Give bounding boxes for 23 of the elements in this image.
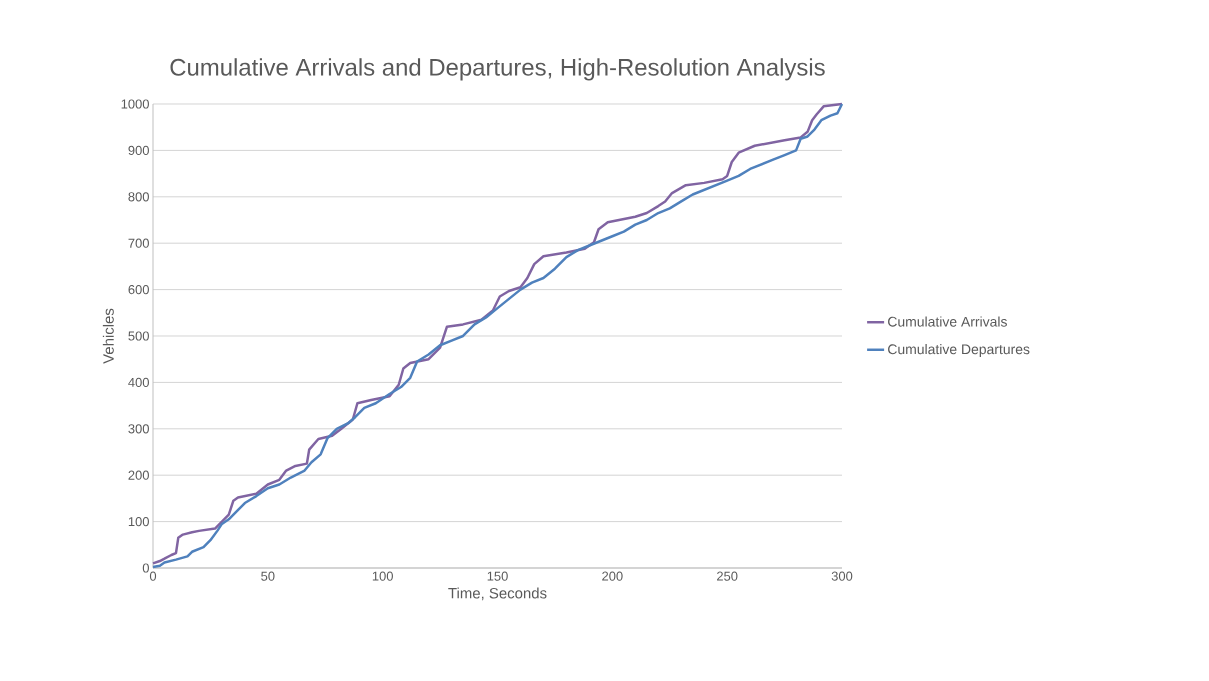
y-tick-label: 0 [142, 563, 149, 573]
y-tick-label: 400 [128, 377, 149, 387]
x-tick-label: 100 [372, 571, 393, 581]
y-tick-label: 1000 [121, 99, 149, 109]
x-axis-title: Time, Seconds [448, 587, 547, 601]
y-axis-title: Vehicles [102, 308, 114, 364]
x-tick-label: 0 [149, 571, 157, 581]
y-tick-label: 300 [128, 424, 149, 434]
chart-title: Cumulative Arrivals and Departures, High-Resolution Analysis [170, 58, 825, 81]
y-tick-label: 500 [128, 331, 149, 341]
y-tick-label: 100 [128, 517, 149, 527]
x-tick-label: 50 [261, 571, 275, 581]
y-tick-label: 800 [128, 192, 149, 202]
x-tick-label: 150 [487, 571, 508, 581]
y-tick-label: 200 [128, 470, 149, 480]
x-tick-label: 250 [717, 571, 738, 581]
y-tick-label: 900 [128, 145, 149, 155]
legend-label: Cumulative Departures [888, 343, 1030, 357]
x-tick-label: 300 [831, 571, 853, 581]
legend-label: Cumulative Arrivals [888, 316, 1007, 327]
y-tick-label: 600 [128, 285, 149, 295]
y-tick-label: 700 [128, 238, 149, 248]
x-tick-label: 200 [602, 571, 623, 581]
